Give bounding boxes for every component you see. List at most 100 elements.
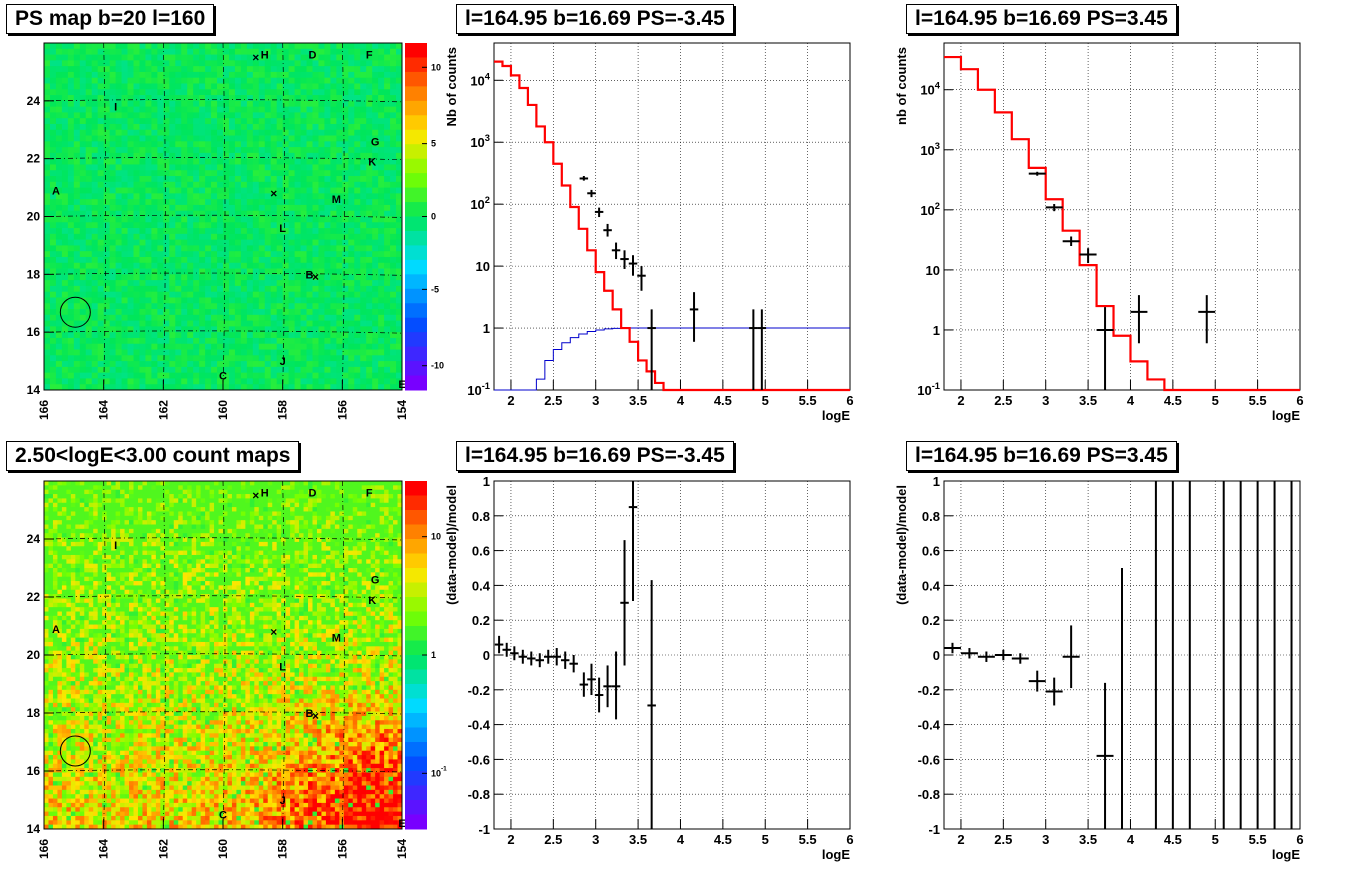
y-tick-label: 0.8 (472, 509, 490, 524)
map-x-tick-label: 166 (37, 839, 51, 859)
colorbar-segment (405, 626, 427, 641)
colorbar-segment (405, 216, 427, 232)
data-point (611, 651, 621, 720)
source-label-J: J (280, 356, 286, 368)
source-label-K: K (368, 595, 376, 607)
colorbar-tick-label: 10 (431, 532, 441, 542)
data-point (518, 649, 528, 664)
y-tick-label: 1 (933, 323, 940, 338)
colorbar-segment (405, 539, 427, 554)
x-tick-label: 2 (957, 832, 964, 847)
data-point (620, 250, 629, 269)
map-y-tick-label: 24 (27, 94, 41, 108)
source-label-D: D (309, 488, 317, 500)
map-x-tick-label: 154 (395, 839, 409, 859)
y-tick-label: 1 (933, 474, 940, 489)
map-y-tick-label: 20 (27, 648, 41, 662)
y-tick-label: 102 (920, 201, 940, 218)
y-tick-label: 103 (920, 141, 940, 158)
colorbar-segment (405, 727, 427, 743)
model-curve (944, 55, 1300, 392)
colorbar-tick-label: 10 (431, 62, 441, 72)
colorbar-segment (405, 713, 427, 728)
x-tick-label: 3 (1042, 393, 1049, 408)
map-x-tick-label: 166 (37, 400, 51, 420)
data-point (527, 651, 536, 666)
colorbar-tick-label: -5 (431, 284, 439, 294)
y-tick-label: -1 (928, 822, 940, 837)
data-point (594, 677, 604, 713)
x-tick-label: 3 (1042, 832, 1049, 847)
data-point (579, 672, 589, 697)
colorbar-segment (405, 71, 427, 87)
data-point (1045, 677, 1063, 706)
y-tick-label: 10-1 (917, 381, 940, 398)
y-tick-label: 0.6 (922, 544, 940, 559)
y-tick-label: 102 (470, 195, 490, 212)
colorbar-segment (405, 317, 427, 333)
colorbar-segment (405, 332, 427, 348)
x-tick-label: 4 (677, 393, 685, 408)
y-tick-label: -0.8 (468, 787, 490, 802)
colorbar-segment (405, 655, 427, 670)
x-tick-label: 2 (957, 393, 964, 408)
data-point (587, 189, 596, 198)
data-point (1062, 625, 1080, 689)
colorbar-segment (405, 771, 427, 786)
x-tick-label: 5 (762, 832, 769, 847)
x-tick-label: 6 (1296, 393, 1303, 408)
colorbar-segment (405, 640, 427, 656)
colorbar-segment (405, 288, 427, 304)
colorbar-segment (405, 582, 427, 598)
colorbar-segment (405, 481, 427, 496)
x-tick-label: 2.5 (544, 393, 562, 408)
source-label-C: C (219, 810, 227, 822)
y-tick-label: 0.4 (922, 578, 941, 593)
colorbar-segment (405, 510, 427, 525)
map-top-title: PS map b=20 l=160 (6, 4, 215, 34)
data-point (757, 309, 767, 390)
source-cross-marker: × (312, 270, 319, 284)
source-label-L: L (279, 223, 286, 235)
colorbar-segment (405, 669, 427, 685)
data-point (1011, 653, 1029, 664)
x-tick-label: 3.5 (629, 393, 647, 408)
source-label-B: B (306, 708, 314, 720)
data-point (1198, 295, 1216, 344)
source-label-H: H (261, 50, 269, 62)
colorbar-segment (405, 698, 427, 714)
colorbar-segment (405, 597, 427, 612)
data-point (587, 663, 596, 696)
map-x-tick-label: 158 (276, 400, 290, 420)
source-label-E: E (398, 379, 405, 391)
source-cross-marker: × (270, 186, 277, 200)
map_bottom-pixels (44, 481, 403, 830)
x-tick-label: 5.5 (799, 832, 817, 847)
source-label-M: M (332, 194, 341, 206)
data-point (1096, 682, 1114, 829)
colorbar-segment (405, 524, 427, 540)
y-tick-label: 10 (926, 263, 940, 278)
colorbar-tick-label: 0 (431, 212, 436, 222)
colorbar-segment (405, 346, 427, 362)
colorbar-segment (405, 553, 427, 569)
data-point (944, 642, 961, 654)
x-tick-label: 2.5 (994, 393, 1012, 408)
y-tick-label: 10 (476, 259, 490, 274)
colorbar-segment (405, 375, 427, 391)
colorbar-segment (405, 742, 427, 757)
map-grid-line (103, 480, 107, 830)
colorbar-segment (405, 259, 427, 275)
data-point (647, 309, 656, 390)
map-grid-line (341, 480, 345, 830)
data-point (977, 651, 995, 662)
y-tick-label: -0.4 (468, 718, 491, 733)
data-point (552, 648, 561, 666)
source-label-A: A (52, 624, 60, 636)
y-tick-label: -0.2 (468, 683, 490, 698)
colorbar-segment (405, 86, 427, 102)
colorbar-segment (405, 814, 427, 830)
map-x-tick-label: 158 (276, 839, 290, 859)
data-point (594, 207, 604, 218)
map-grid-line (222, 480, 226, 830)
